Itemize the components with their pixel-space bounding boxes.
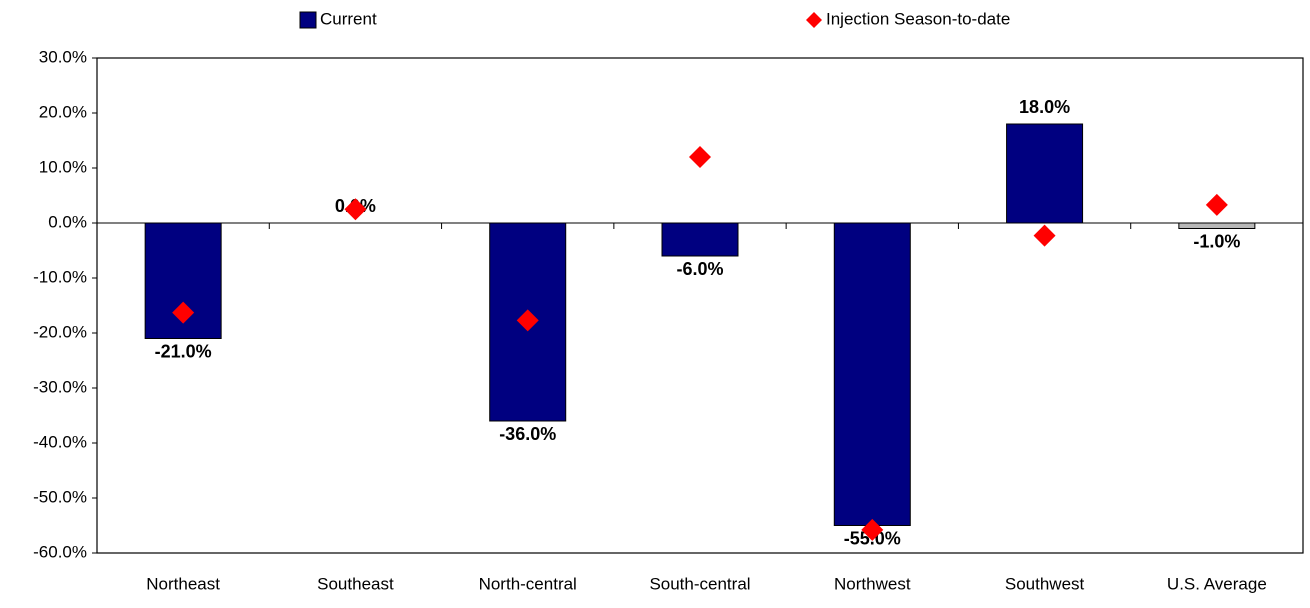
y-tick-label: -10.0% xyxy=(33,267,87,286)
legend-label: Injection Season-to-date xyxy=(826,9,1010,28)
marker xyxy=(516,309,539,332)
y-tick-label: -60.0% xyxy=(33,542,87,561)
marker xyxy=(344,198,367,221)
x-tick-label: South-central xyxy=(649,574,750,593)
marker xyxy=(172,301,195,324)
marker xyxy=(689,146,711,168)
plot-frame xyxy=(96,57,1304,554)
marker xyxy=(1033,224,1056,247)
legend-swatch xyxy=(806,12,822,28)
bar xyxy=(661,222,739,257)
legend-swatch xyxy=(299,11,317,29)
data-label: -36.0% xyxy=(499,424,556,444)
y-tick-label: -20.0% xyxy=(33,322,87,341)
data-label: -21.0% xyxy=(155,341,212,361)
data-label: -6.0% xyxy=(676,259,723,279)
y-tick-label: 30.0% xyxy=(39,47,87,66)
y-tick-label: 10.0% xyxy=(39,157,87,176)
marker xyxy=(1205,193,1228,216)
y-tick-label: 0.0% xyxy=(48,212,87,231)
y-tick-label: -30.0% xyxy=(33,377,87,396)
x-tick-label: Southeast xyxy=(317,574,394,593)
x-tick-label: U.S. Average xyxy=(1167,574,1267,593)
bar xyxy=(1006,123,1084,224)
x-tick-label: North-central xyxy=(479,574,577,593)
x-tick-label: Northeast xyxy=(146,574,220,593)
y-tick-label: -40.0% xyxy=(33,432,87,451)
y-tick-label: -50.0% xyxy=(33,487,87,506)
data-label: -1.0% xyxy=(1193,231,1240,251)
y-tick-label: 20.0% xyxy=(39,102,87,121)
data-label: 18.0% xyxy=(1019,97,1070,117)
bar xyxy=(1178,222,1256,229)
marker xyxy=(861,518,884,541)
legend-label: Current xyxy=(320,9,377,28)
x-tick-label: Southwest xyxy=(1005,574,1085,593)
bar xyxy=(833,222,911,526)
x-tick-label: Northwest xyxy=(834,574,911,593)
